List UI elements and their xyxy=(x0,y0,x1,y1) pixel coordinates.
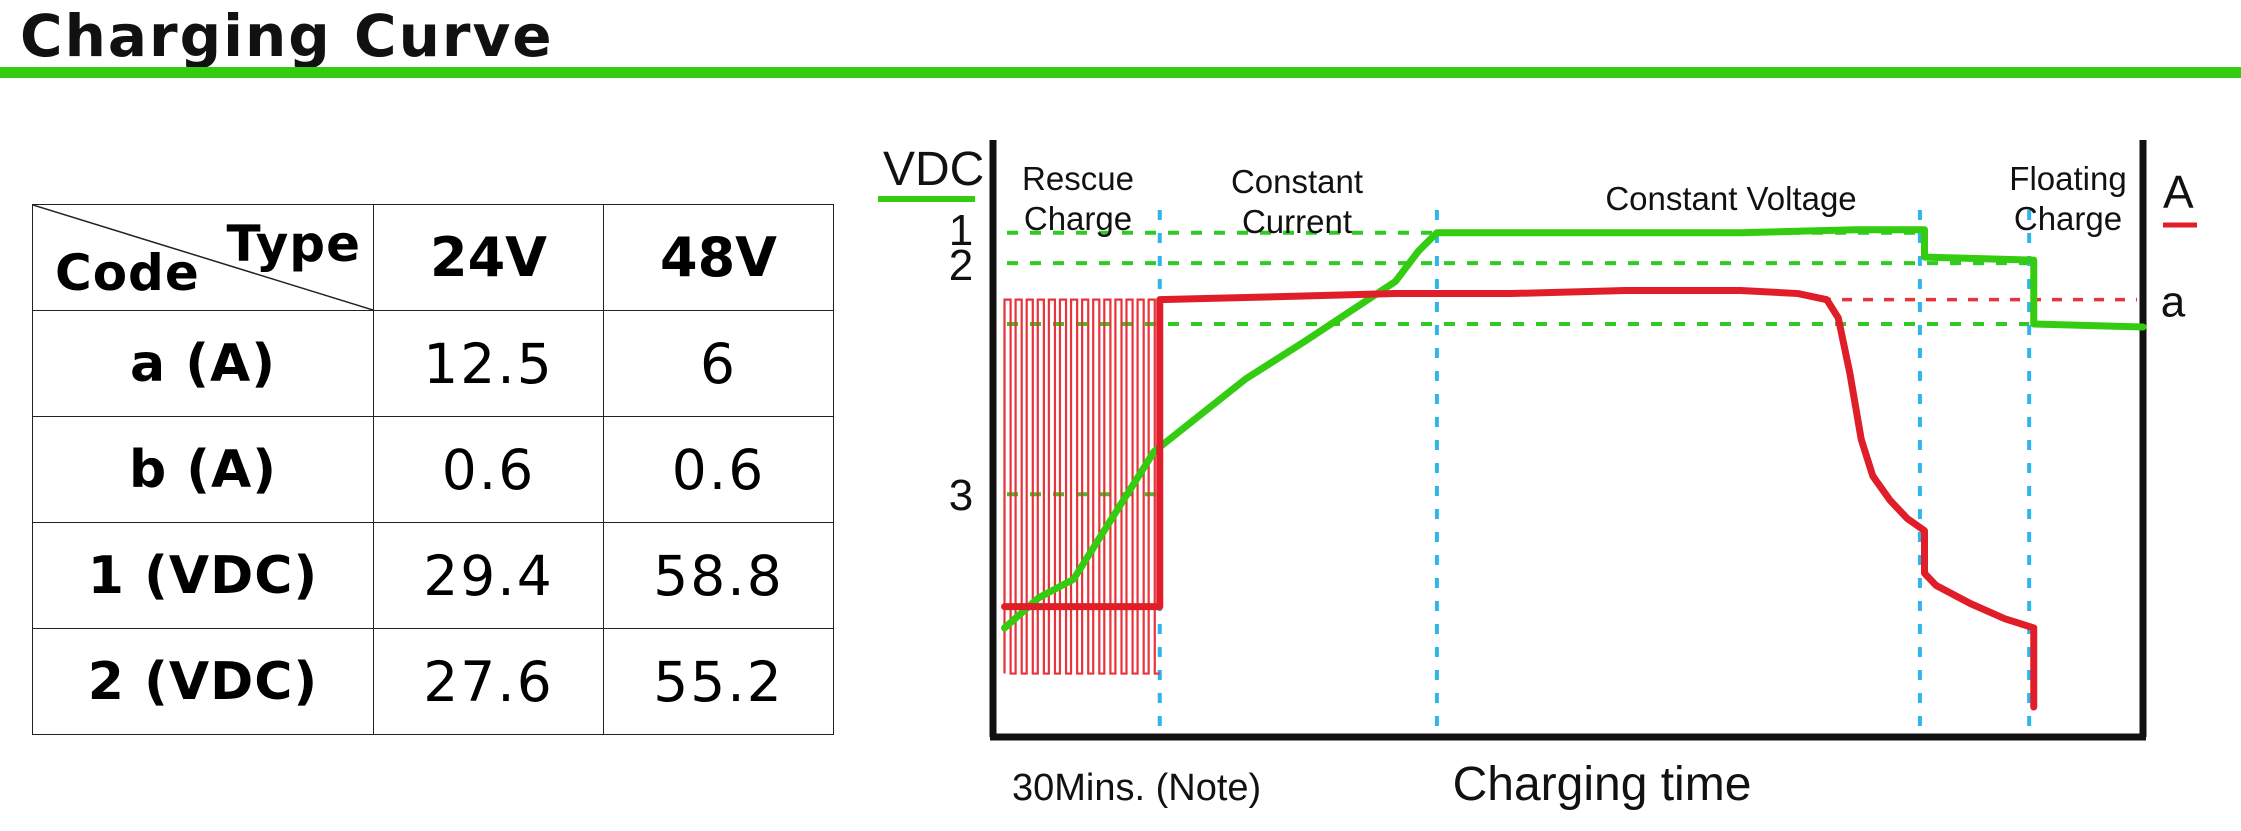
level-label-2: 2 xyxy=(949,241,973,290)
table-row: b (A) 0.6 0.6 xyxy=(32,416,834,523)
page-title: Charging Curve xyxy=(20,2,554,70)
cell-value: 29.4 xyxy=(373,522,604,629)
y-axis-label-vdc: VDC xyxy=(883,143,984,196)
corner-diagonal xyxy=(33,205,373,310)
phase-label-4-line-2: Charge xyxy=(2014,200,2122,237)
row-code: 1 (VDC) xyxy=(32,522,374,629)
cell-value: 58.8 xyxy=(603,522,834,629)
phase-label-2-line-1: Constant xyxy=(1231,163,1363,200)
table-row: a (A) 12.5 6 xyxy=(32,310,834,417)
table-corner-cell: Type Code xyxy=(32,204,374,311)
x-start-label: 30Mins. (Note) xyxy=(1012,767,1261,809)
table-row: 2 (VDC) 27.6 55.2 xyxy=(32,628,834,735)
x-axis-label: Charging time xyxy=(1453,758,1752,811)
phase-label-1-line-1: Rescue xyxy=(1022,160,1134,197)
table-row: 1 (VDC) 29.4 58.8 xyxy=(32,522,834,629)
cell-value: 0.6 xyxy=(373,416,604,523)
cell-value: 55.2 xyxy=(603,628,834,735)
column-header-24v: 24V xyxy=(373,204,604,311)
row-code: 2 (VDC) xyxy=(32,628,374,735)
rescue-pulse-current xyxy=(1003,298,1160,675)
level-label-3: 3 xyxy=(949,471,973,520)
level-label-1: 1 xyxy=(949,206,973,255)
cell-value: 12.5 xyxy=(373,310,604,417)
level-label-a: a xyxy=(2161,278,2186,327)
phase-label-1-line-2: Charge xyxy=(1024,200,1132,237)
spec-table: Type Code 24V 48V a (A) 12.5 6 b (A) 0.6… xyxy=(32,204,834,735)
phase-label-3-line-1: Constant Voltage xyxy=(1605,180,1856,217)
series-line-a xyxy=(1001,287,2038,711)
title-underline xyxy=(0,67,2241,78)
phase-label-4-line-1: Floating xyxy=(2009,160,2126,197)
row-code: a (A) xyxy=(32,310,374,417)
corner-code-label: Code xyxy=(55,244,200,302)
row-code: b (A) xyxy=(32,416,374,523)
series-line-vdc xyxy=(1001,226,2147,632)
corner-type-label: Type xyxy=(226,215,361,273)
cell-value: 0.6 xyxy=(603,416,834,523)
phase-label-2-line-2: Current xyxy=(1242,203,1352,240)
y-axis-label-a: A xyxy=(2163,166,2194,218)
